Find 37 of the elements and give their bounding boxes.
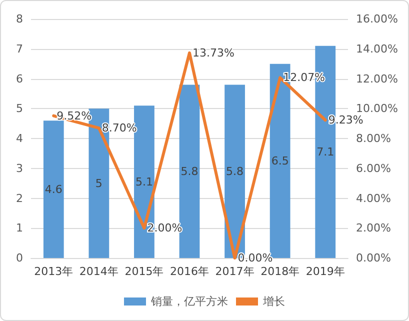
x-tick-label: 2015年: [124, 265, 164, 278]
y-tick-label: 8: [16, 12, 23, 26]
y2-tick-label: 10.00%: [356, 102, 398, 116]
x-tick-label: 2017年: [215, 265, 254, 278]
y-tick-label: 2: [16, 192, 23, 205]
y2-tick-label: 16.00%: [356, 12, 398, 26]
data-label: 6.5: [271, 154, 289, 168]
y-tick-label: 7: [16, 42, 23, 56]
y-tick-label: 1: [16, 222, 23, 235]
y2-tick-label: 6.00%: [356, 162, 391, 175]
data-label: 13.73%: [192, 46, 234, 60]
y-tick-label: 5: [16, 102, 23, 116]
data-label: 5.1: [135, 175, 153, 188]
x-tick-label: 2016年: [170, 265, 209, 278]
data-label: 5.8: [180, 164, 198, 178]
x-tick-label: 2013年: [34, 265, 74, 278]
y2-tick-label: 12.00%: [356, 72, 398, 86]
y2-tick-label: 8.00%: [356, 132, 391, 145]
y-tick-label: 0: [16, 252, 23, 264]
bar: [43, 120, 64, 258]
y2-tick-label: 4.00%: [356, 192, 391, 205]
legend-label: 销量，亿平方米: [150, 295, 228, 308]
x-tick-label: 2019年: [306, 265, 345, 278]
data-label: 0.00%: [238, 252, 273, 264]
data-label: 5.8: [226, 164, 244, 178]
x-tick-label: 2018年: [260, 265, 300, 278]
y2-tick-label: 2.00%: [356, 222, 391, 235]
data-label: 5: [95, 176, 102, 190]
y2-tick-label: 0.00%: [356, 252, 391, 264]
legend-label: 增长: [262, 295, 285, 308]
x-tick-label: 2014年: [79, 265, 118, 278]
data-label: 7.1: [316, 145, 334, 158]
y-tick-label: 4: [16, 132, 23, 145]
y-tick-label: 6: [16, 72, 23, 86]
y-tick-label: 3: [16, 162, 23, 175]
y2-tick-label: 14.00%: [356, 42, 398, 56]
data-label: 4.6: [44, 182, 62, 196]
